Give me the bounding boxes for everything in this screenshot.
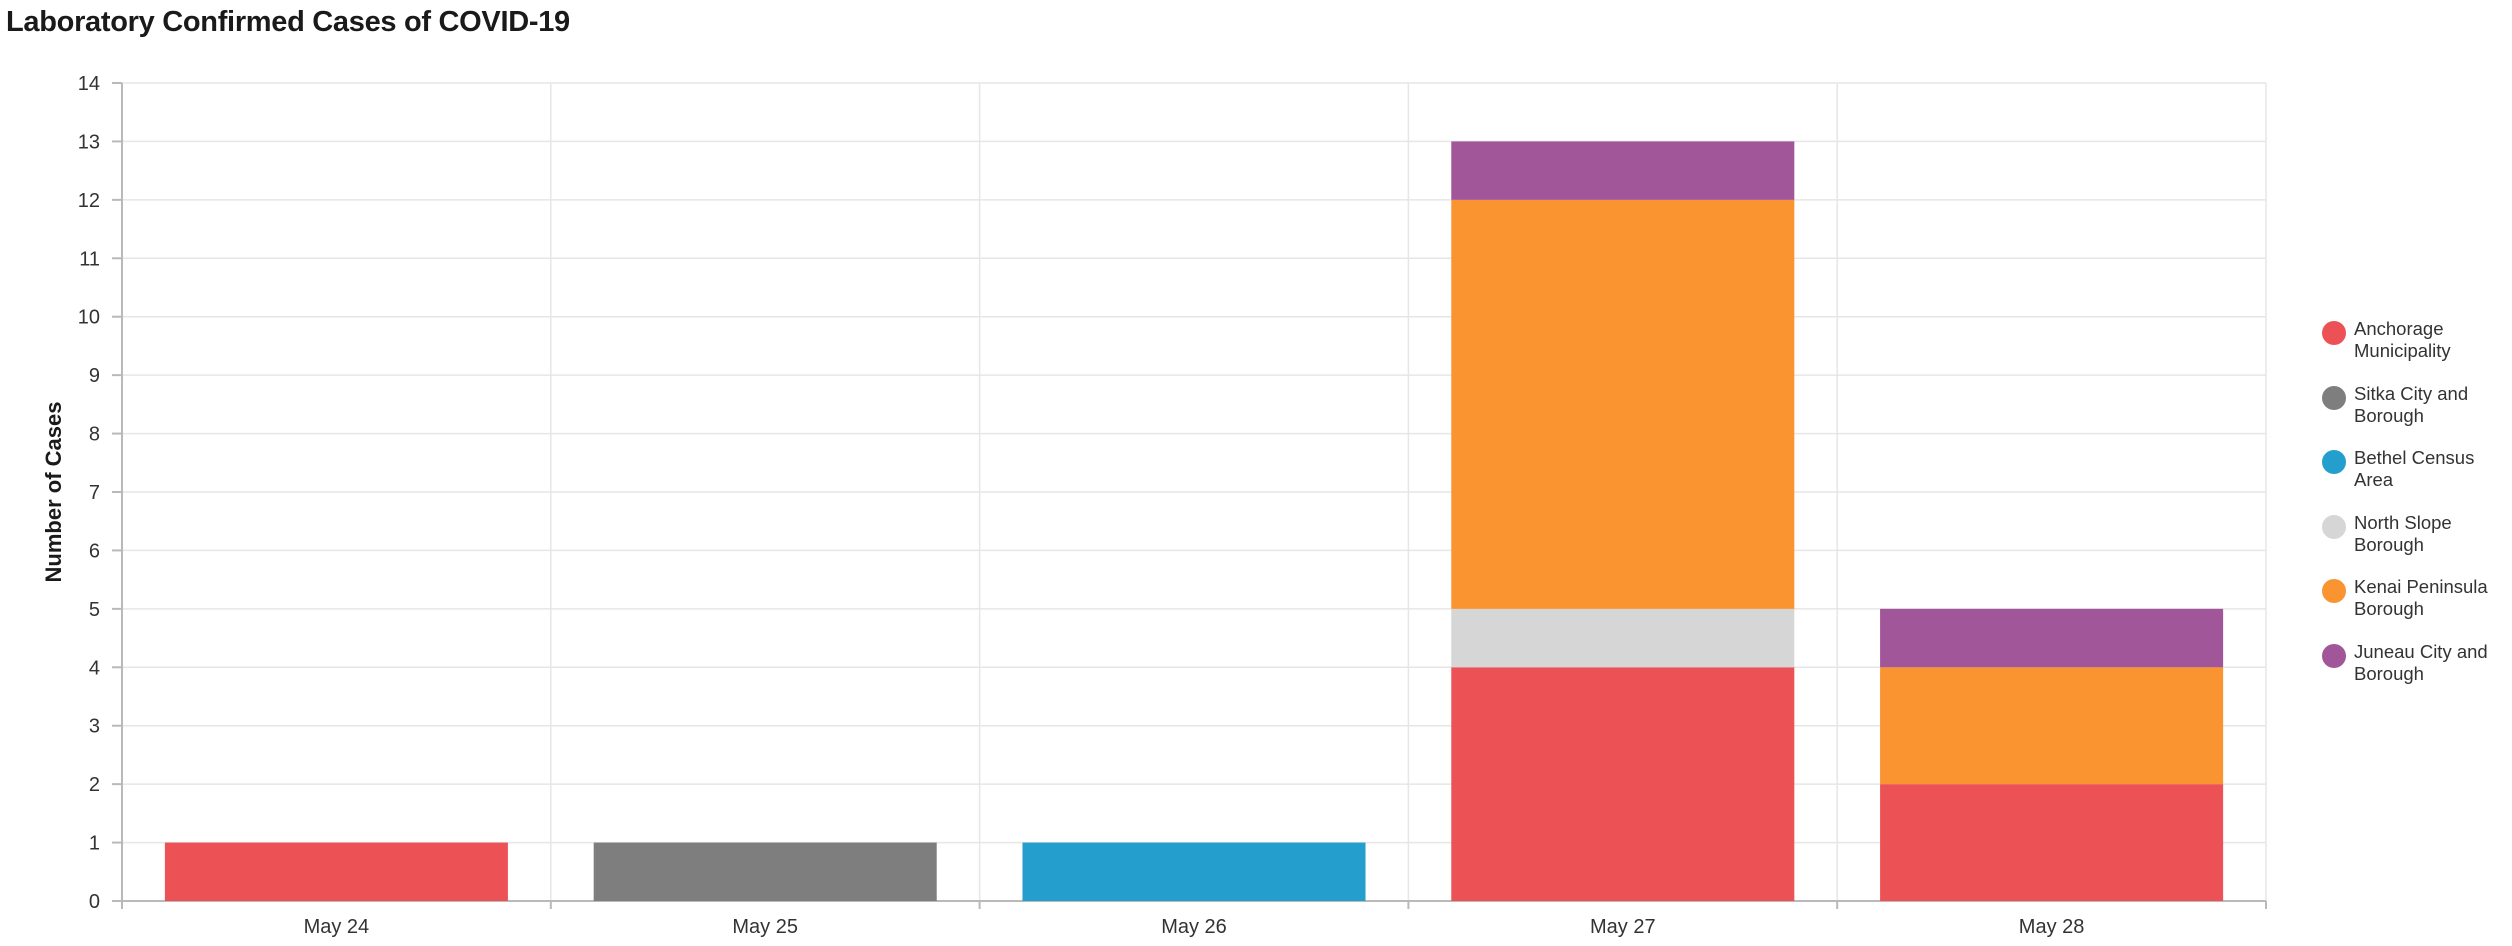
y-tick-label: 13 bbox=[78, 131, 100, 153]
bar-segment bbox=[1880, 667, 2224, 785]
y-axis-title: Number of Cases bbox=[41, 402, 66, 583]
legend-label: Kenai Peninsula Borough bbox=[2354, 576, 2488, 619]
legend-label: Juneau City and Borough bbox=[2354, 640, 2488, 684]
bar-segment bbox=[1451, 667, 1795, 901]
x-tick-label: May 25 bbox=[732, 916, 798, 938]
x-tick-label: May 26 bbox=[1161, 916, 1227, 938]
legend-item[interactable]: Sitka City and Borough bbox=[2322, 383, 2502, 448]
bar-segment bbox=[1880, 784, 2224, 901]
legend-item[interactable]: North Slope Borough bbox=[2322, 512, 2502, 577]
x-tick-label: May 24 bbox=[304, 916, 370, 938]
y-tick-label: 5 bbox=[89, 599, 100, 621]
bar-segment bbox=[1451, 199, 1795, 609]
legend-swatch-icon bbox=[2322, 385, 2346, 410]
legend-item[interactable]: Anchorage Municipality bbox=[2322, 318, 2502, 383]
legend-label: North Slope Borough bbox=[2354, 511, 2452, 555]
legend-label: Sitka City and Borough bbox=[2354, 382, 2469, 426]
y-tick-label: 1 bbox=[89, 833, 100, 855]
bar-segment bbox=[1451, 608, 1795, 668]
y-tick-label: 7 bbox=[89, 482, 100, 504]
y-tick-label: 12 bbox=[78, 190, 100, 212]
y-tick-label: 4 bbox=[89, 657, 100, 679]
y-tick-label: 3 bbox=[89, 716, 100, 738]
y-tick-label: 9 bbox=[89, 365, 100, 387]
y-tick-label: 10 bbox=[78, 307, 100, 329]
legend-swatch-icon bbox=[2322, 579, 2346, 603]
legend-swatch-icon bbox=[2322, 321, 2346, 345]
x-tick-label: May 28 bbox=[2019, 916, 2085, 938]
bar-segment bbox=[1022, 842, 1366, 901]
legend-swatch-icon bbox=[2322, 643, 2346, 668]
chart-legend: Anchorage Municipality Sitka City and Bor… bbox=[2322, 318, 2502, 705]
x-tick-label: May 27 bbox=[1590, 916, 1656, 938]
y-tick-label: 14 bbox=[78, 73, 100, 95]
legend-item[interactable]: Bethel Census Area bbox=[2322, 447, 2502, 512]
legend-swatch-icon bbox=[2322, 450, 2346, 474]
y-tick-label: 0 bbox=[89, 891, 100, 913]
legend-item[interactable]: Kenai Peninsula Borough bbox=[2322, 576, 2502, 641]
legend-label: Anchorage Municipality bbox=[2354, 318, 2451, 361]
legend-item[interactable]: Juneau City and Borough bbox=[2322, 641, 2502, 706]
bar-segment bbox=[593, 842, 937, 901]
bar-segment bbox=[1451, 141, 1795, 200]
legend-swatch-icon bbox=[2322, 514, 2346, 539]
bar-segment bbox=[164, 842, 508, 901]
y-tick-label: 2 bbox=[89, 774, 100, 796]
y-tick-label: 8 bbox=[89, 424, 100, 446]
chart-title: Laboratory Confirmed Cases of COVID-19 bbox=[6, 6, 570, 38]
legend-label: Bethel Census Area bbox=[2354, 447, 2475, 490]
y-tick-label: 11 bbox=[79, 248, 100, 270]
bar-segment bbox=[1880, 608, 2224, 668]
y-tick-label: 6 bbox=[89, 540, 100, 562]
